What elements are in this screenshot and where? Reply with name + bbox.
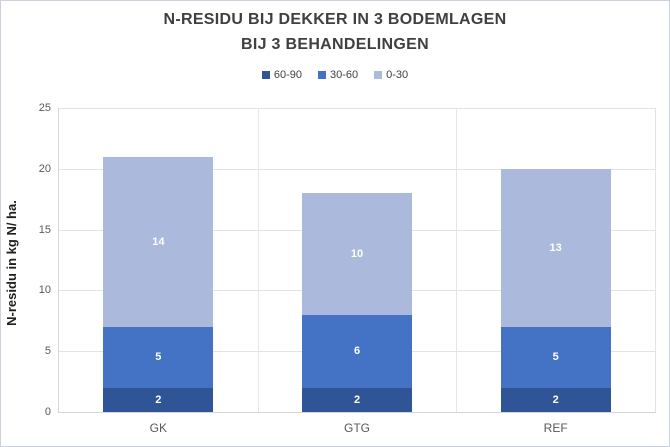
legend-label: 30-60 bbox=[329, 69, 359, 81]
data-label: 2 bbox=[552, 393, 559, 406]
data-label: 10 bbox=[350, 247, 364, 260]
data-label: 5 bbox=[552, 351, 559, 364]
data-label: 5 bbox=[155, 351, 162, 364]
chart-title-line1: N-RESIDU BIJ DEKKER IN 3 BODEMLAGEN bbox=[163, 11, 507, 28]
bar-segment-REF-30-60: 5 bbox=[500, 326, 611, 388]
x-tick-label-GTG: GTG bbox=[344, 421, 370, 435]
legend-label: 60-90 bbox=[273, 69, 302, 81]
bar-segment-GTG-30-60: 6 bbox=[302, 314, 412, 388]
gridline-x-1 bbox=[257, 108, 259, 412]
data-label: 13 bbox=[549, 241, 562, 254]
y-tick-label-5: 5 bbox=[44, 345, 51, 358]
bar-segment-GTG-60-90: 2 bbox=[302, 387, 412, 412]
legend-swatch-icon bbox=[261, 71, 270, 79]
legend-swatch-icon bbox=[317, 71, 326, 79]
data-label: 14 bbox=[152, 235, 165, 248]
bar-segment-GK-30-60: 5 bbox=[103, 326, 214, 388]
legend-label: 0-30 bbox=[386, 69, 409, 81]
legend-item-0-30: 0-30 bbox=[374, 69, 408, 81]
bar-REF: 2 5 13 bbox=[500, 168, 611, 412]
data-label: 2 bbox=[353, 393, 361, 406]
bar-segment-GTG-0-30: 10 bbox=[302, 193, 412, 315]
data-label: 6 bbox=[353, 345, 361, 358]
plot-area: 0 5 10 15 20 25 2 5 14 GK 2 6 10 GTG 2 5 13 REF bbox=[39, 102, 656, 435]
legend-swatch-icon bbox=[374, 71, 383, 79]
bar-segment-GK-0-30: 14 bbox=[103, 156, 214, 327]
gridline-y-25 bbox=[59, 108, 655, 109]
bar-GTG: 2 6 10 bbox=[302, 193, 412, 412]
legend-item-30-60: 30-60 bbox=[317, 69, 359, 81]
bar-GK: 2 5 14 bbox=[103, 156, 214, 412]
x-tick-label-REF: REF bbox=[543, 421, 568, 435]
y-tick-label-25: 25 bbox=[38, 102, 51, 114]
y-tick-label-20: 20 bbox=[38, 162, 51, 175]
chart-title-line2: BIJ 3 BEHANDELINGEN bbox=[241, 36, 429, 53]
bar-segment-REF-60-90: 2 bbox=[500, 387, 611, 412]
x-tick-label-GK: GK bbox=[149, 421, 167, 435]
legend: 60-90 30-60 0-30 bbox=[1, 67, 669, 83]
y-tick-label-0: 0 bbox=[44, 406, 51, 418]
gridline-y-20 bbox=[59, 168, 655, 170]
data-label: 2 bbox=[155, 393, 162, 406]
gridline-x-2 bbox=[456, 108, 458, 412]
y-tick-label-15: 15 bbox=[38, 223, 51, 236]
y-tick-label-10: 10 bbox=[38, 284, 51, 297]
bar-segment-GK-60-90: 2 bbox=[103, 387, 214, 412]
legend-item-60-90: 60-90 bbox=[261, 69, 302, 81]
bar-segment-REF-0-30: 13 bbox=[500, 168, 611, 327]
chart-title: N-RESIDU BIJ DEKKER IN 3 BODEMLAGEN BIJ … bbox=[1, 7, 669, 57]
